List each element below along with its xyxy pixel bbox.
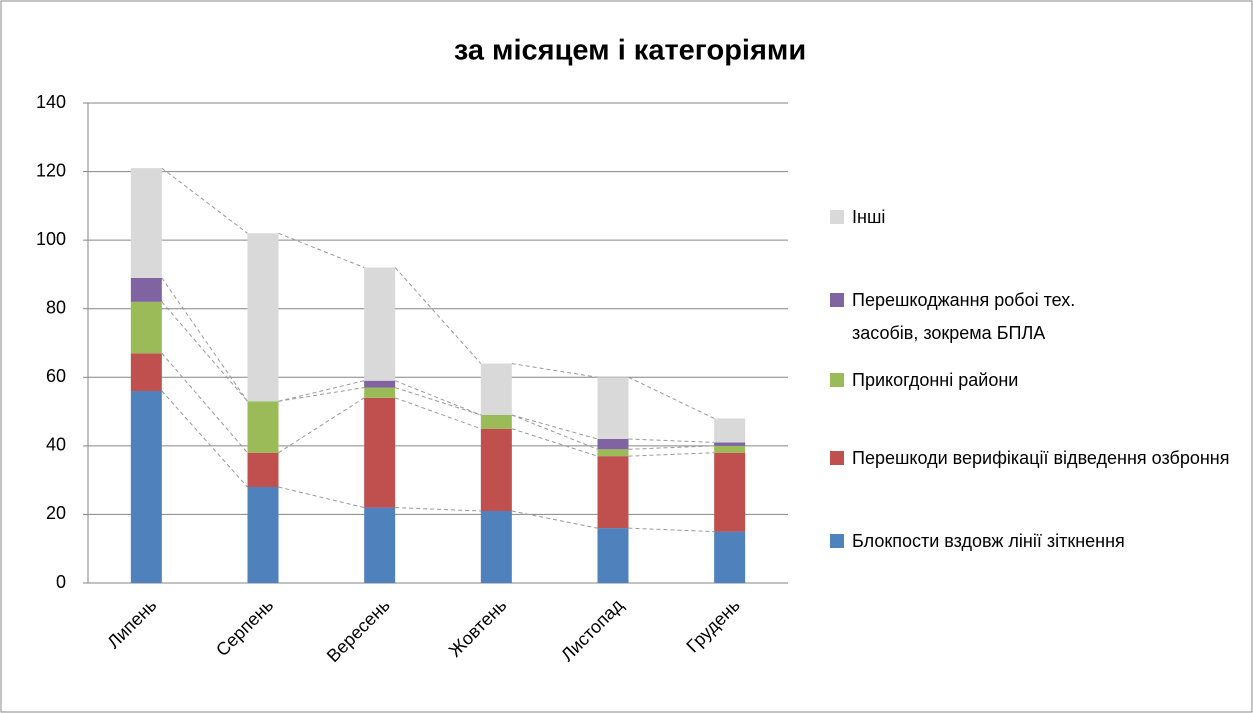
legend-item: Інші [830, 201, 1240, 234]
series-line [511, 510, 598, 529]
legend-swatch [830, 293, 844, 307]
bar-segment [130, 277, 162, 302]
legend-item: Прикогдонні райони [830, 364, 1240, 397]
legend-label: Прикогдонні райони [852, 370, 1019, 390]
series-line [628, 452, 715, 457]
bar-segment [480, 511, 512, 583]
bar-segment [597, 449, 629, 457]
bar-segment [130, 301, 162, 354]
series-line [161, 390, 248, 488]
legend-item: Перешкоди верифікації відведення озбронн… [830, 442, 1240, 475]
legend-label: Перешкоджання робоі тех. засобів, зокрем… [852, 290, 1076, 343]
bar-segment [364, 387, 396, 398]
bar-segment [597, 439, 629, 450]
bar-segment [714, 445, 746, 453]
series-line [628, 438, 715, 443]
series-line [278, 232, 365, 269]
series-line [278, 486, 365, 509]
bar-segment [130, 168, 162, 278]
legend-item: Перешкоджання робоі тех. засобів, зокрем… [830, 284, 1240, 350]
legend-swatch [830, 373, 844, 387]
y-tick-label: 80 [46, 297, 66, 317]
bar-segment [597, 456, 629, 529]
series-line [628, 527, 715, 533]
bar-segment [364, 380, 396, 388]
chart-title: за місяцем і категоріями [454, 35, 806, 67]
bar-segment [364, 397, 396, 508]
series-line [394, 397, 482, 430]
series-line [511, 414, 598, 440]
series-line [161, 352, 248, 454]
y-tick-label: 20 [46, 503, 66, 523]
y-tick-label: 100 [36, 229, 66, 249]
bar-segment [714, 418, 746, 443]
bar-segment [364, 507, 396, 583]
bar-segment [714, 452, 746, 532]
y-tick-label: 140 [36, 92, 66, 112]
legend-label: Інші [852, 207, 886, 227]
legend-swatch [830, 451, 844, 465]
legend-swatch [830, 534, 844, 548]
y-tick-label: 120 [36, 160, 66, 180]
legend-item: Блокпости вздовж лінії зіткнення [830, 525, 1240, 558]
series-line [628, 445, 715, 450]
series-line [161, 167, 248, 234]
bar-segment [247, 452, 279, 487]
y-tick-label: 60 [46, 366, 66, 386]
legend-label: Блокпости вздовж лінії зіткнення [852, 531, 1125, 551]
bar-segment [130, 353, 162, 391]
series-line [511, 363, 598, 378]
bar-segment [480, 415, 512, 429]
series-line [511, 414, 598, 450]
series-line [395, 507, 481, 512]
series-line [278, 397, 365, 454]
bar-segment [597, 528, 629, 583]
bar-segment [714, 442, 746, 446]
bar-segment [247, 233, 279, 402]
bar-segment [480, 363, 512, 415]
bar-segment [247, 401, 279, 453]
y-tick-label: 0 [56, 572, 66, 592]
y-tick-label: 40 [46, 435, 66, 455]
legend-swatch [830, 210, 844, 224]
series-line [394, 267, 482, 364]
series-line [511, 428, 598, 457]
bar-segment [597, 377, 629, 439]
series-line [395, 387, 481, 416]
bar-segment [714, 531, 746, 583]
bar-segment [364, 267, 396, 381]
series-line [161, 301, 248, 402]
series-line [278, 380, 365, 402]
bar-segment [130, 391, 162, 583]
bar-segment [480, 428, 512, 511]
series-line [278, 387, 365, 402]
legend-label: Перешкоди верифікації відведення озбронн… [852, 448, 1230, 468]
series-line [628, 376, 715, 419]
bar-segment [247, 487, 279, 583]
series-line [394, 380, 482, 416]
